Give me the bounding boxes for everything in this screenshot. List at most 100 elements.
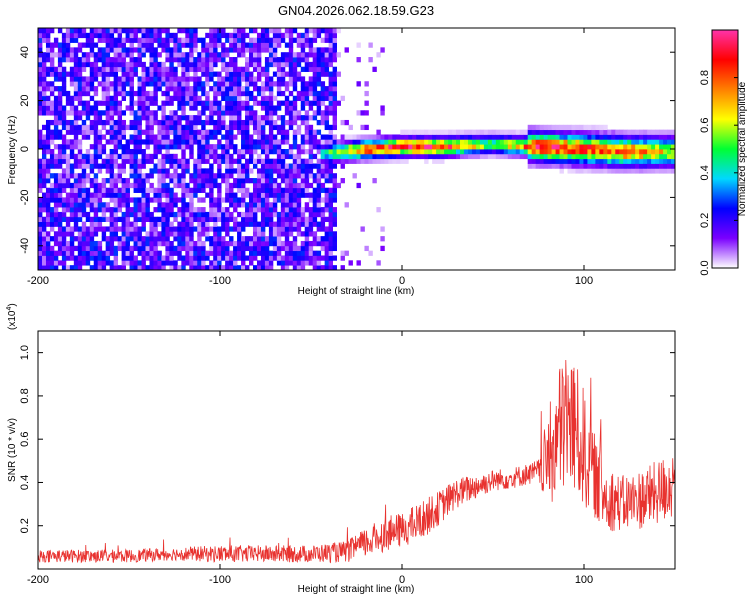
spectrogram-cell: [217, 173, 222, 179]
spectrogram-cell: [45, 66, 51, 72]
spectrogram-cell: [38, 86, 43, 92]
spectrogram-cell: [659, 163, 664, 169]
spectrogram-cell: [113, 134, 119, 140]
spectrogram-cell: [153, 110, 158, 116]
spectrogram-cell: [221, 119, 226, 126]
spectrogram-cell: [169, 153, 174, 160]
spectrogram-cell: [252, 250, 258, 256]
spectrogram-cell: [181, 178, 186, 184]
spectrogram-cell: [129, 231, 134, 237]
spectrogram-cell: [463, 153, 469, 160]
spectrogram-cell: [380, 236, 385, 242]
spectrogram-cell: [547, 134, 552, 140]
spectrogram-cell: [117, 119, 123, 126]
spectrogram-cell: [332, 211, 337, 218]
spectrogram-cell: [221, 52, 226, 58]
spectrogram-cell: [93, 134, 99, 140]
spectrogram-cell: [49, 182, 55, 189]
spectrogram-cell: [45, 236, 51, 242]
spectrogram-cell: [324, 139, 330, 145]
spectrogram-cell: [591, 163, 596, 169]
spectrogram-cell: [65, 144, 71, 150]
spectrogram-cell: [53, 250, 59, 256]
spectrogram-cell: [233, 134, 238, 140]
spectrogram-cell: [41, 197, 47, 203]
spectrogram-cell: [619, 149, 624, 155]
spectrogram-cell: [396, 139, 401, 145]
spectrogram-cell: [105, 158, 111, 164]
spectrogram-cell: [304, 202, 310, 208]
spectrogram-cell: [324, 173, 330, 179]
spectrogram-cell: [77, 226, 83, 232]
spectrogram-cell: [157, 260, 162, 266]
spectrogram-cell: [137, 86, 142, 92]
spectrogram-cell: [89, 28, 95, 34]
spectrogram-cell: [105, 47, 111, 53]
spectrogram-cell: [272, 144, 278, 150]
spectrogram-cell: [268, 90, 274, 97]
spectrogram-cell: [651, 139, 656, 145]
spectrogram-cell: [213, 173, 218, 179]
spectrogram-cell: [105, 66, 111, 72]
spectrogram-cell: [264, 42, 270, 48]
spectrogram-cell: [436, 149, 441, 155]
spectrogram-cell: [515, 134, 521, 140]
spectrogram-cell: [237, 153, 242, 160]
spectrogram-cell: [201, 124, 206, 131]
spectrogram-cell: [300, 42, 306, 48]
spectrogram-cell: [308, 153, 314, 160]
spectrogram-cell: [145, 115, 150, 121]
spectrogram-cell: [440, 144, 445, 150]
spectrogram-cell: [312, 32, 318, 39]
spectrogram-cell: [583, 134, 588, 140]
spectrogram-cell: [260, 192, 266, 198]
spectrogram-cell: [129, 236, 134, 242]
spectrogram-cell: [288, 211, 294, 218]
spectrogram-cell: [316, 178, 322, 184]
spectrogram-cell: [201, 81, 206, 87]
spectrogram-cell: [149, 90, 154, 97]
spectrogram-cell: [300, 158, 306, 164]
spectrogram-cell: [69, 71, 75, 77]
spectrogram-cell: [264, 115, 270, 121]
spectrogram-cell: [607, 134, 612, 140]
spectrogram-cell: [105, 81, 111, 87]
spectrogram-cell: [229, 100, 234, 106]
spectrogram-cell: [97, 240, 103, 247]
spectrogram-cell: [543, 158, 548, 164]
spectrogram-cell: [499, 144, 505, 150]
spectrogram-cell: [555, 144, 560, 150]
spectrogram-cell: [225, 216, 230, 222]
spectrogram-cell: [189, 61, 194, 68]
spectrogram-cell: [372, 66, 377, 72]
spectrogram-cell: [364, 139, 369, 145]
spectrogram-cell: [591, 129, 596, 135]
spectrogram-cell: [65, 202, 71, 208]
spectrogram-cell: [217, 100, 222, 106]
spectrogram-cell: [49, 66, 55, 72]
spectrogram-cell: [209, 76, 214, 82]
spectrogram-cell: [38, 231, 43, 237]
spectrogram-cell: [141, 153, 146, 160]
spectrogram-cell: [97, 216, 103, 222]
spectrogram-cell: [260, 265, 266, 271]
spectrogram-cell: [117, 173, 123, 179]
spectrogram-cell: [623, 153, 628, 160]
spectrogram-cell: [591, 168, 596, 174]
spectrogram-cell: [145, 144, 150, 150]
spectrogram-cell: [161, 158, 166, 164]
spectrogram-cell: [575, 124, 580, 131]
spectrogram-cell: [69, 236, 75, 242]
spectrogram-cell: [268, 182, 274, 189]
spectrogram-cell: [61, 216, 67, 222]
spectrogram-cell: [587, 134, 592, 140]
spectrogram-cell: [241, 52, 246, 58]
spectrogram-cell: [209, 61, 214, 68]
spectrogram-cell: [53, 211, 59, 218]
spectrogram-cell: [268, 260, 274, 266]
spectrogram-cell: [61, 124, 67, 131]
spectrogram-cell: [77, 86, 83, 92]
spectrogram-cell: [304, 134, 310, 140]
snr-x-tick-label: -100: [209, 574, 231, 586]
spectrogram-cell: [41, 32, 47, 39]
